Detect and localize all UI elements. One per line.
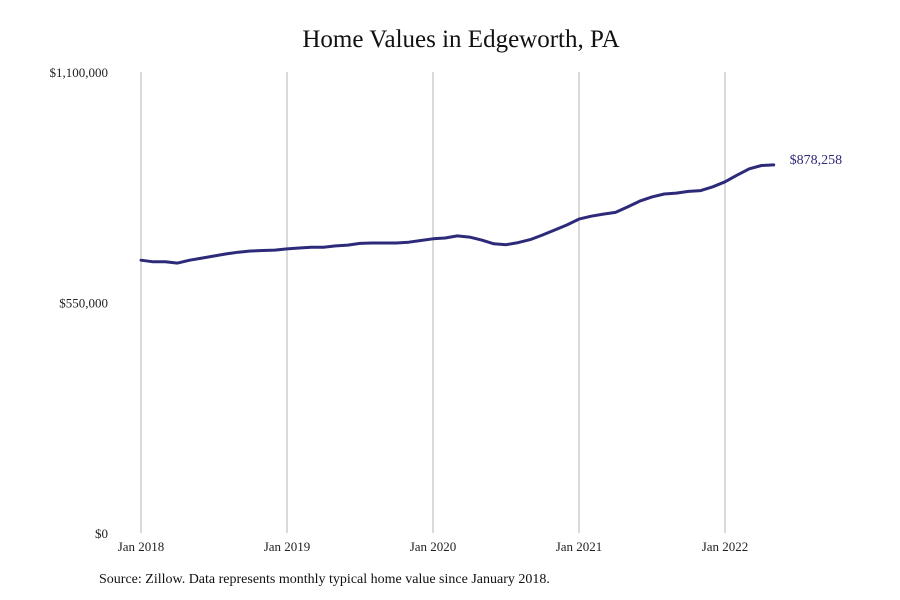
- source-note: Source: Zillow. Data represents monthly …: [99, 572, 550, 587]
- x-tick-label: Jan 2021: [556, 539, 603, 554]
- x-tick-label: Jan 2020: [410, 539, 457, 554]
- x-tick-label: Jan 2019: [264, 539, 311, 554]
- y-tick-label: $0: [95, 526, 108, 541]
- y-tick-label: $550,000: [59, 296, 108, 311]
- chart-title: Home Values in Edgeworth, PA: [302, 26, 620, 53]
- end-value-label: $878,258: [790, 153, 843, 168]
- x-tick-label: Jan 2022: [702, 539, 749, 554]
- y-tick-label: $1,100,000: [50, 65, 109, 80]
- series-line: [139, 163, 776, 265]
- x-tick-label: Jan 2018: [118, 539, 165, 554]
